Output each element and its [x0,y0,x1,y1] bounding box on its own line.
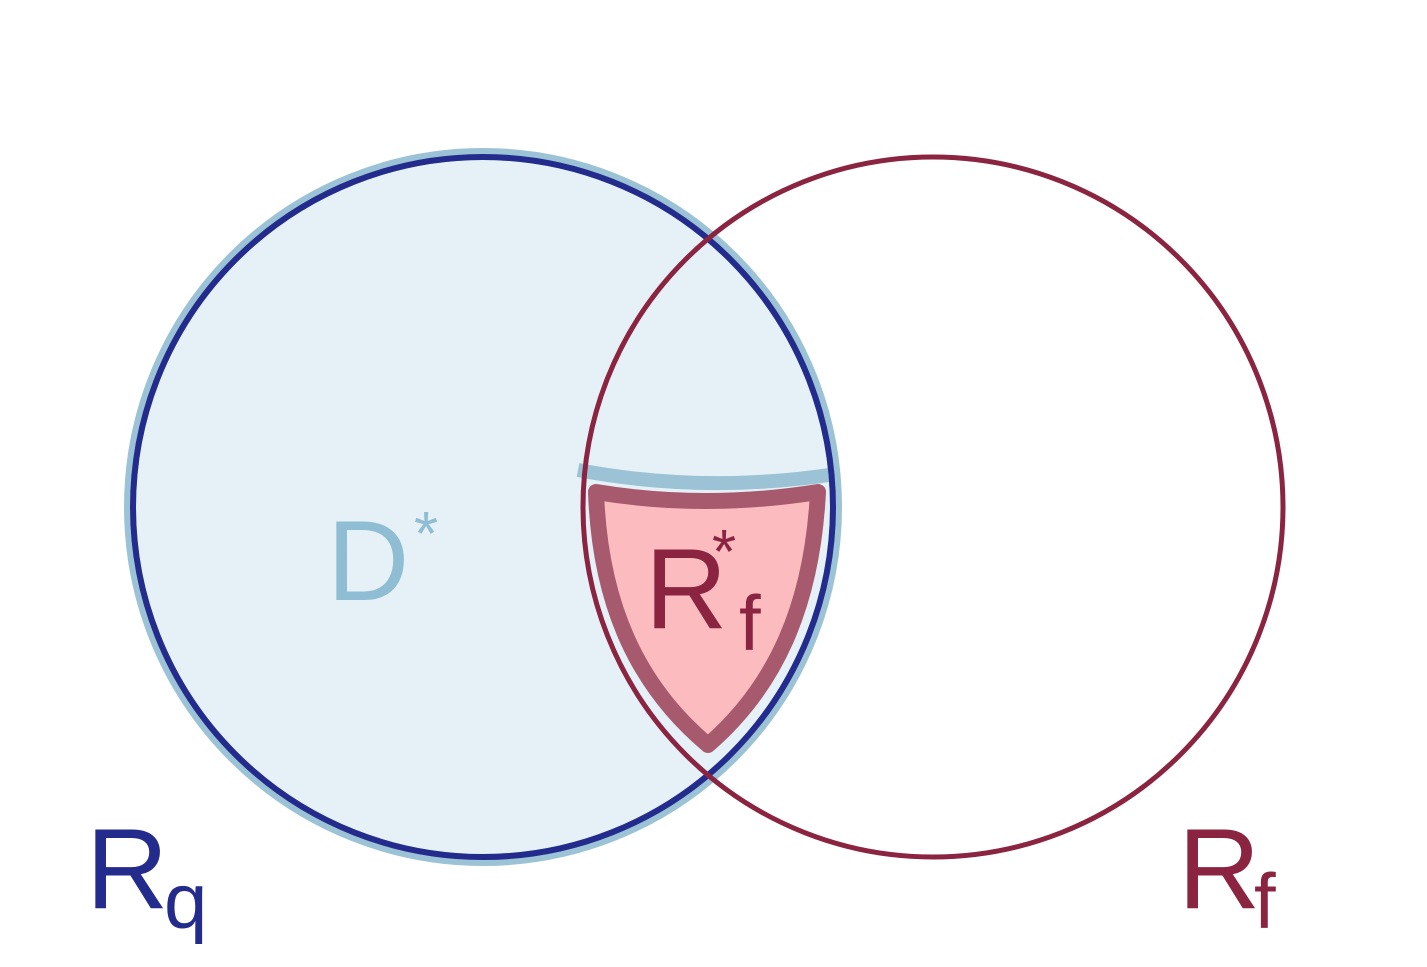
rf-label-sub: f [1254,857,1276,945]
d-star-label-sup: * [414,500,438,569]
d-star-label-main: D [327,498,409,625]
rq-label-main: R [86,806,168,933]
rf-star-label-sub: f [739,579,761,667]
rf-star-label-sup: * [712,518,736,587]
rq-label-sub: q [164,857,207,945]
rf-label: R f [1178,806,1276,945]
rq-label: R q [86,806,207,945]
rf-label-main: R [1178,806,1260,933]
